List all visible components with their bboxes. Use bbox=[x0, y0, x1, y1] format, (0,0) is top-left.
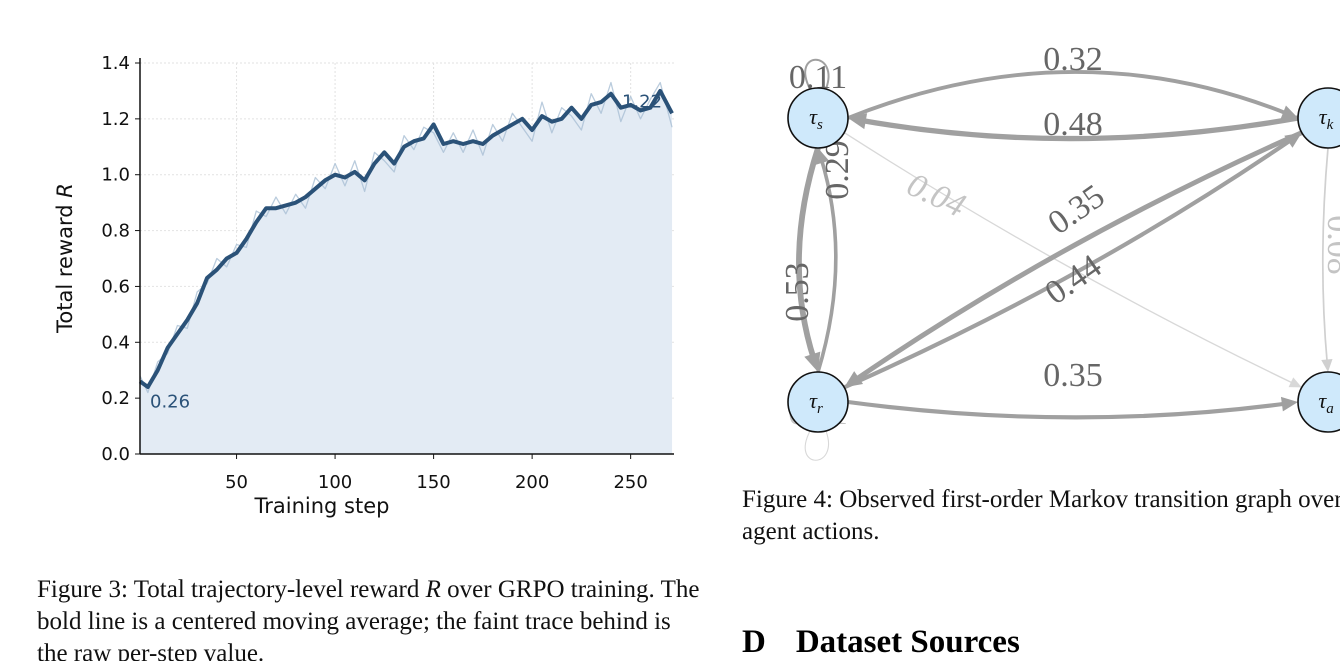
figure-4-caption: Figure 4: Observed first-order Markov tr… bbox=[742, 484, 1340, 548]
edge bbox=[847, 70, 1289, 120]
caption-text: Observed first-order Markov transition g… bbox=[742, 486, 1340, 545]
node-label: τa bbox=[1318, 388, 1333, 417]
arrowhead bbox=[1280, 396, 1298, 412]
node-label: τr bbox=[809, 388, 823, 417]
edge-label: 0.35 bbox=[1043, 357, 1103, 394]
arrowhead bbox=[1321, 358, 1333, 372]
section-heading: D Dataset Sources bbox=[742, 624, 1020, 661]
caption-text: over GRPO training. The bold line is a c… bbox=[37, 576, 700, 661]
y-tick-label: 0.4 bbox=[101, 332, 130, 353]
x-tick-label: 200 bbox=[515, 472, 549, 493]
node-subscript: a bbox=[1326, 401, 1334, 417]
y-axis-label-text: Total reward bbox=[53, 204, 77, 333]
y-axis-label: Total reward R bbox=[53, 183, 77, 334]
y-tick-label: 1.0 bbox=[101, 165, 130, 186]
arrowhead bbox=[1280, 105, 1298, 119]
arrowhead bbox=[804, 351, 821, 372]
node bbox=[1297, 371, 1340, 433]
node-symbol: τ bbox=[809, 104, 818, 129]
edge bbox=[1321, 147, 1329, 364]
y-tick-label: 1.4 bbox=[101, 53, 130, 74]
y-tick-label: 0.6 bbox=[101, 276, 130, 297]
edge-label: 0.32 bbox=[1043, 41, 1103, 78]
y-tick-label: 0.8 bbox=[101, 221, 130, 242]
y-tick-label: 0.2 bbox=[101, 388, 130, 409]
y-tick-label: 0.0 bbox=[101, 444, 130, 465]
self-loop bbox=[804, 430, 829, 461]
self-loop bbox=[804, 58, 830, 90]
node-label: τk bbox=[1319, 104, 1334, 133]
x-tick-label: 150 bbox=[416, 472, 450, 493]
node bbox=[787, 87, 849, 149]
area bbox=[140, 90, 673, 454]
node-symbol: τ bbox=[1319, 104, 1328, 129]
node-subscript: s bbox=[817, 117, 823, 133]
edge bbox=[843, 132, 1295, 385]
edge bbox=[859, 115, 1299, 142]
node-label: τs bbox=[809, 104, 823, 133]
y-axis-symbol: R bbox=[53, 183, 77, 198]
edge bbox=[816, 157, 838, 373]
edge bbox=[852, 130, 1303, 383]
arrowhead bbox=[1288, 377, 1302, 388]
x-tick-label: 50 bbox=[225, 472, 248, 493]
x-axis-label: Training step bbox=[254, 494, 390, 518]
edges bbox=[796, 58, 1333, 461]
annotation: 0.26 bbox=[150, 391, 190, 412]
node-symbol: τ bbox=[1318, 388, 1327, 413]
node bbox=[787, 371, 849, 433]
node-symbol: τ bbox=[809, 388, 818, 413]
y-tick-label: 1.2 bbox=[101, 109, 130, 130]
caption-symbol: R bbox=[425, 576, 441, 603]
x-tick-label: 100 bbox=[318, 472, 352, 493]
edge-label: 0.53 bbox=[779, 262, 816, 322]
series-line bbox=[138, 88, 674, 389]
edge bbox=[796, 147, 821, 361]
figure-3-caption: Figure 3: Total trajectory-level reward … bbox=[37, 574, 702, 661]
edge bbox=[843, 137, 1294, 390]
series-line bbox=[139, 81, 673, 394]
arrowhead bbox=[844, 371, 864, 388]
caption-label: Figure 4: bbox=[742, 486, 833, 513]
caption-label: Figure 3: bbox=[37, 576, 128, 603]
node-subscript: r bbox=[817, 401, 823, 417]
node-subscript: k bbox=[1327, 117, 1334, 133]
caption-text: Total trajectory-level reward bbox=[133, 576, 420, 603]
arrowhead bbox=[848, 113, 868, 130]
edge bbox=[847, 399, 1288, 420]
section-title: Dataset Sources bbox=[795, 624, 1020, 660]
x-tick-label: 250 bbox=[613, 472, 647, 493]
node bbox=[1297, 87, 1340, 149]
edge-label: 0.08 bbox=[1320, 215, 1340, 275]
edge-label: 0.29 bbox=[819, 140, 856, 200]
edge-label: 0.48 bbox=[1043, 106, 1103, 143]
section-number: D bbox=[742, 624, 766, 660]
annotation: 1.22 bbox=[622, 91, 662, 112]
